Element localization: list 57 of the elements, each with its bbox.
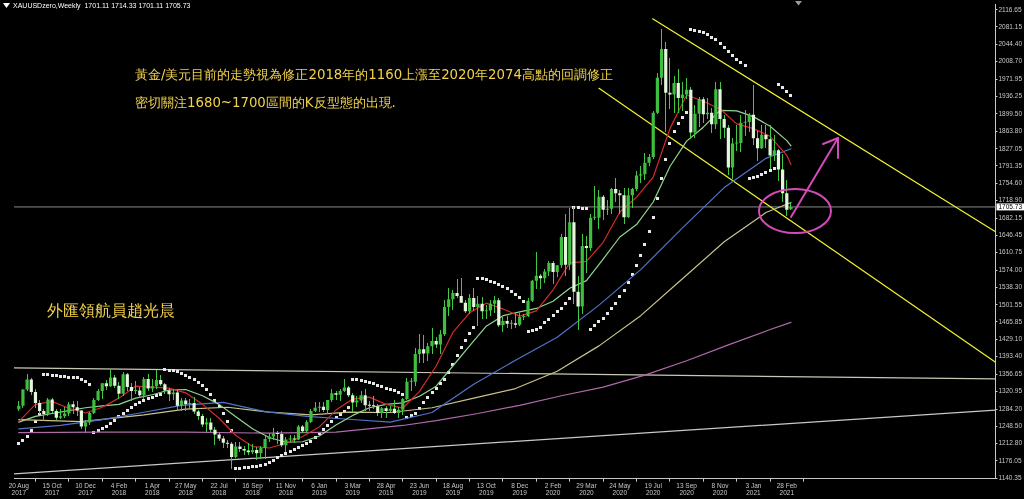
candlestick xyxy=(367,400,371,412)
candlestick xyxy=(534,251,538,290)
candlestick xyxy=(134,380,138,395)
candlestick xyxy=(685,77,689,100)
candlestick xyxy=(768,124,772,170)
candlestick xyxy=(735,124,739,152)
candlestick xyxy=(455,278,459,299)
candlestick xyxy=(371,395,376,410)
candlestick xyxy=(447,287,451,317)
annotation: 密切關注1680~1700區間的K反型態的出現. xyxy=(135,95,396,111)
candlestick xyxy=(760,124,764,150)
candlestick xyxy=(776,148,781,182)
candlestick xyxy=(480,296,484,320)
candlestick xyxy=(526,297,530,318)
candlestick xyxy=(551,260,555,285)
annotation: 黃金/美元目前的走勢視為修正2018年的1160上漲至2020年2074高點的回調修正 xyxy=(135,67,613,83)
candlestick xyxy=(484,304,488,320)
candlestick xyxy=(405,377,409,401)
candlestick xyxy=(618,189,622,215)
candlestick xyxy=(430,327,434,355)
candlestick xyxy=(459,277,463,304)
candlestick xyxy=(476,295,480,327)
candlestick xyxy=(747,112,751,133)
candlestick xyxy=(351,392,355,413)
candlestick xyxy=(755,130,760,162)
candlestick xyxy=(764,124,768,149)
candlestick xyxy=(697,96,701,128)
candlestick xyxy=(693,104,697,139)
candlestick xyxy=(417,333,422,364)
candlestick xyxy=(33,388,38,409)
candlestick xyxy=(676,68,680,114)
candlestick xyxy=(593,185,597,221)
candlestick xyxy=(722,114,726,139)
candlestick xyxy=(668,57,672,110)
candlestick xyxy=(626,187,630,219)
candlestick xyxy=(597,189,601,230)
candlestick xyxy=(121,371,125,397)
candlestick xyxy=(21,388,25,409)
candlestick xyxy=(609,187,614,215)
candlestick xyxy=(472,287,476,312)
candlestick xyxy=(701,96,705,124)
candlestick xyxy=(739,114,743,153)
candlestick xyxy=(275,430,280,445)
candlestick xyxy=(622,187,626,225)
candlestick xyxy=(263,435,267,460)
candlestick xyxy=(672,75,676,114)
candlestick xyxy=(142,376,146,400)
candlestick xyxy=(630,187,634,209)
candlestick xyxy=(751,84,756,146)
candlestick xyxy=(743,109,747,137)
candlestick xyxy=(634,170,639,192)
candlestick xyxy=(605,199,609,216)
candlestick xyxy=(530,279,534,303)
annotation: 外匯領航員趙光晨 xyxy=(47,301,175,320)
candlestick xyxy=(451,289,455,311)
candlestick xyxy=(601,194,605,221)
candlestick xyxy=(730,137,735,180)
